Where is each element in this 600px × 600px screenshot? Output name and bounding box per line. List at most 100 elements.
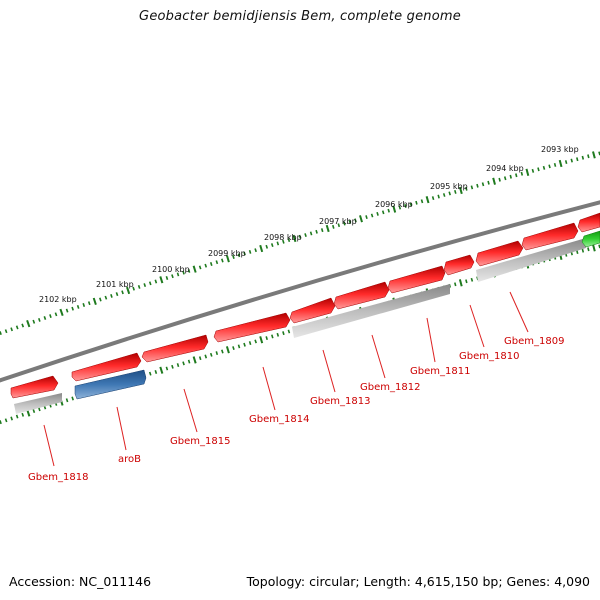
cds-gbem-1816[interactable] xyxy=(71,352,142,382)
ruler-tick xyxy=(221,258,224,263)
cds-gbem-1813[interactable] xyxy=(289,297,336,324)
ruler-tick xyxy=(470,185,474,190)
ruler-tick xyxy=(143,283,147,288)
ruler-tick xyxy=(192,265,197,273)
gene-label-gbem-1813[interactable]: Gbem_1813 xyxy=(310,396,370,407)
ruler-tick xyxy=(187,268,191,273)
kbp-label: 2096 kbp xyxy=(375,200,413,209)
ruler-tick xyxy=(298,234,302,239)
ruler-tick xyxy=(271,334,274,339)
ruler-tick xyxy=(204,354,208,359)
ruler-tick xyxy=(348,219,352,224)
ruler-tick xyxy=(465,279,468,284)
ruler-tick xyxy=(398,205,402,210)
gene-label-gbem-1809[interactable]: Gbem_1809 xyxy=(504,336,564,347)
ruler-tick xyxy=(198,265,202,270)
ruler-tick xyxy=(165,366,169,371)
ruler-tick xyxy=(315,229,318,234)
ruler-tick xyxy=(343,221,346,226)
ruler-tick xyxy=(376,211,379,216)
cds-gbem-1808[interactable] xyxy=(521,222,579,251)
ruler-tick xyxy=(465,186,468,191)
ruler-tick xyxy=(0,331,2,336)
ruler-tick xyxy=(204,263,208,268)
ruler-tick xyxy=(87,301,91,306)
gene-label-gbem-1811[interactable]: Gbem_1811 xyxy=(410,366,470,377)
ruler-tick xyxy=(182,361,185,366)
ruler-tick xyxy=(82,303,86,307)
ruler-tick xyxy=(487,180,490,185)
ruler-tick xyxy=(581,155,585,160)
ruler-tick xyxy=(215,351,219,356)
ruler-tick xyxy=(10,416,13,421)
ruler-tick xyxy=(553,163,557,167)
ruler-tick xyxy=(59,308,64,317)
gene-block[interactable] xyxy=(292,284,450,338)
ruler-tick xyxy=(498,177,501,182)
ruler-tick xyxy=(570,158,573,163)
gene-label-gbem-1814[interactable]: Gbem_1814 xyxy=(249,414,309,425)
cds-gbem-1812[interactable] xyxy=(333,281,390,310)
cds-arob[interactable] xyxy=(74,369,147,400)
ruler-tick xyxy=(420,199,424,204)
ruler-tick xyxy=(132,286,135,291)
ruler-tick xyxy=(76,304,80,309)
cds-gbem-1814[interactable] xyxy=(213,312,291,343)
ruler-tick xyxy=(365,215,368,220)
cds-gbem-1815[interactable] xyxy=(141,334,209,363)
cds-gbem-1811[interactable] xyxy=(387,265,446,294)
ruler-tick xyxy=(576,250,579,254)
ruler-tick xyxy=(225,255,230,263)
gene-label-gbem-1815[interactable]: Gbem_1815 xyxy=(170,436,230,447)
kbp-label: 2100 kbp xyxy=(152,265,190,274)
cds-gbem-1818[interactable] xyxy=(10,375,59,399)
ruler-tick xyxy=(182,270,185,275)
ruler-tick xyxy=(525,168,530,176)
ruler-tick xyxy=(115,292,119,297)
genome-backbone xyxy=(0,200,600,383)
ruler-tick xyxy=(65,308,69,313)
ruler-tick xyxy=(509,174,512,179)
ruler-tick xyxy=(4,418,8,423)
ruler-tick xyxy=(454,282,457,287)
gene-label-arob[interactable]: aroB xyxy=(118,454,141,465)
cds-gbem-1810[interactable] xyxy=(443,254,475,276)
gene-block[interactable] xyxy=(476,238,586,282)
kbp-label: 2101 kbp xyxy=(96,280,134,289)
ruler-tick xyxy=(171,364,174,369)
ruler-tick xyxy=(265,244,269,249)
ruler-tick xyxy=(248,341,252,346)
ruler-tick xyxy=(32,319,36,324)
ruler-tick xyxy=(558,159,563,168)
ruler-tick xyxy=(581,248,585,253)
ruler-tick xyxy=(481,182,485,187)
cds-gbem-1809[interactable] xyxy=(475,240,524,267)
ruler-tick xyxy=(304,233,307,238)
cds-gbem-1807[interactable] xyxy=(577,212,600,233)
ruler-tick xyxy=(159,366,164,374)
ruler-tick xyxy=(104,295,108,300)
ruler-tick xyxy=(38,317,41,322)
ruler-tick xyxy=(276,241,280,246)
ruler-tick xyxy=(15,414,19,419)
ruler-tick xyxy=(542,165,546,170)
gene-label-gbem-1812[interactable]: Gbem_1812 xyxy=(360,382,420,393)
ruler-tick xyxy=(232,255,235,260)
ruler-tick xyxy=(282,239,285,244)
ruler-tick xyxy=(458,279,463,287)
ruler-tick xyxy=(15,325,19,330)
ruler-tick xyxy=(458,186,463,195)
ruler-tick xyxy=(437,194,440,199)
ruler-tick xyxy=(137,284,141,289)
kbp-label: 2093 kbp xyxy=(541,145,579,154)
ruler-tick xyxy=(92,297,97,306)
ruler-tick xyxy=(215,260,219,265)
gene-label-gbem-1810[interactable]: Gbem_1810 xyxy=(459,351,519,362)
gene-label-gbem-1818[interactable]: Gbem_1818 xyxy=(28,472,88,483)
gene-block[interactable] xyxy=(14,393,62,414)
cds-green-feature[interactable] xyxy=(581,230,600,248)
ruler-tick xyxy=(415,200,418,205)
ruler-tick xyxy=(65,398,69,403)
ruler-tick xyxy=(192,356,197,364)
ruler-tick xyxy=(548,164,551,169)
